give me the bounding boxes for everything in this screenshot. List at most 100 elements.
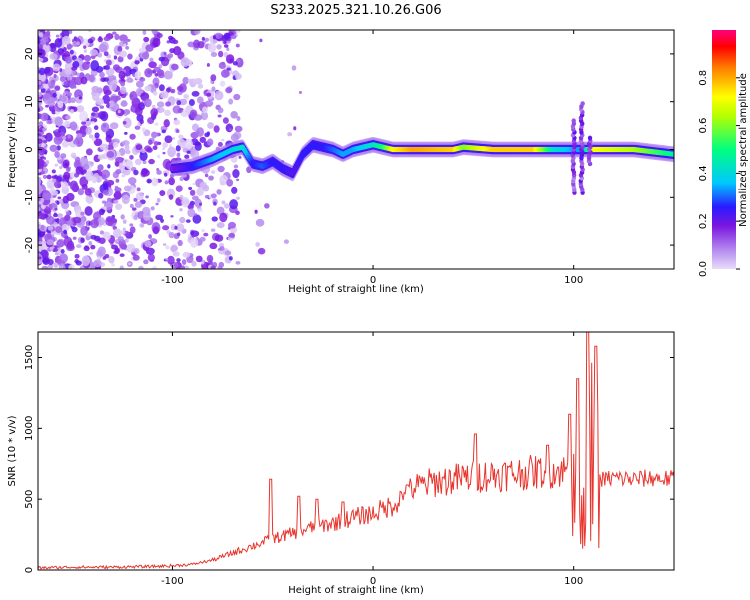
noise-blob bbox=[158, 64, 163, 69]
noise-blob bbox=[134, 60, 140, 65]
noise-blob bbox=[234, 125, 243, 133]
ytick-label: 0 bbox=[24, 567, 35, 573]
noise-blob bbox=[175, 129, 180, 134]
colorbar-label: Normalized spectral amplitude bbox=[738, 73, 749, 227]
noise-blob bbox=[146, 147, 153, 153]
colorbar-gradient bbox=[712, 30, 736, 269]
noise-blob bbox=[98, 43, 108, 53]
noise-blob bbox=[84, 206, 93, 216]
noise-blob bbox=[178, 134, 184, 140]
noise-blob bbox=[197, 83, 204, 89]
noise-blob bbox=[67, 134, 71, 139]
noise-blob bbox=[122, 227, 126, 232]
noise-blob bbox=[121, 174, 126, 178]
noise-blob bbox=[90, 54, 96, 60]
noise-blob bbox=[57, 196, 62, 200]
noise-blob bbox=[161, 90, 169, 99]
noise-blob bbox=[66, 167, 71, 172]
noise-blob bbox=[175, 145, 181, 152]
noise-blob bbox=[115, 169, 122, 175]
noise-blob bbox=[76, 41, 80, 46]
noise-blob bbox=[90, 244, 96, 250]
noise-blob bbox=[138, 47, 147, 53]
noise-blob bbox=[176, 232, 181, 237]
noise-blob bbox=[140, 223, 145, 228]
noise-blob bbox=[111, 263, 115, 267]
noise-blob bbox=[145, 195, 149, 199]
noise-blob bbox=[177, 239, 183, 247]
noise-blob bbox=[76, 133, 83, 139]
noise-blob bbox=[223, 41, 227, 45]
noise-blob bbox=[150, 108, 159, 117]
noise-blob bbox=[42, 127, 47, 132]
snr-frame bbox=[37, 331, 675, 571]
ytick-label: 0 bbox=[24, 146, 35, 152]
noise-blob bbox=[207, 103, 212, 107]
noise-blob bbox=[93, 138, 103, 147]
noise-blob bbox=[113, 199, 119, 204]
noise-blob bbox=[105, 67, 115, 77]
noise-blob bbox=[90, 115, 95, 119]
noise-blob bbox=[88, 74, 95, 83]
noise-blob bbox=[171, 137, 176, 140]
noise-blob bbox=[73, 76, 83, 86]
noise-blob bbox=[38, 256, 42, 260]
noise-blob bbox=[142, 160, 147, 165]
noise-blob bbox=[177, 107, 183, 114]
noise-blob bbox=[47, 81, 56, 89]
noise-blob bbox=[58, 95, 67, 102]
noise-blob bbox=[83, 54, 92, 62]
noise-blob bbox=[201, 36, 205, 41]
noise-blob bbox=[76, 244, 82, 249]
noise-blob bbox=[187, 203, 194, 210]
noise-blob bbox=[137, 122, 141, 127]
noise-blob bbox=[176, 258, 181, 263]
noise-blob bbox=[89, 49, 99, 56]
noise-blob bbox=[148, 139, 153, 145]
noise-blob bbox=[54, 85, 61, 91]
xtick-label: 100 bbox=[564, 576, 583, 587]
noise-blob bbox=[75, 209, 84, 218]
noise-blob bbox=[208, 175, 214, 181]
noise-blob bbox=[72, 40, 78, 47]
noise-blob bbox=[211, 86, 216, 92]
noise-blob bbox=[87, 232, 92, 237]
noise-blob bbox=[181, 196, 190, 208]
streak-blob bbox=[587, 135, 593, 141]
noise-blob bbox=[109, 100, 115, 108]
noise-blob bbox=[38, 80, 42, 85]
noise-blob bbox=[149, 57, 154, 63]
noise-blob bbox=[114, 190, 122, 200]
noise-blob bbox=[168, 231, 175, 239]
noise-blob bbox=[146, 178, 152, 184]
noise-blob bbox=[80, 211, 85, 216]
noise-blob bbox=[141, 169, 150, 177]
noise-blob bbox=[69, 49, 74, 55]
noise-blob bbox=[233, 93, 241, 101]
noise-blob bbox=[45, 205, 49, 210]
noise-blob bbox=[63, 171, 71, 180]
noise-blob bbox=[105, 215, 114, 227]
noise-blob bbox=[54, 38, 63, 48]
ytick-label: -10 bbox=[24, 189, 35, 205]
noise-blob bbox=[283, 239, 289, 244]
noise-blob bbox=[109, 122, 119, 130]
noise-blob bbox=[255, 242, 260, 247]
noise-blob bbox=[38, 91, 43, 98]
noise-blob bbox=[58, 51, 65, 56]
noise-blob bbox=[91, 85, 100, 93]
noise-blob bbox=[235, 73, 242, 80]
noise-blob bbox=[211, 170, 216, 174]
noise-blob bbox=[232, 61, 238, 66]
noise-blob bbox=[159, 190, 166, 196]
noise-blob bbox=[197, 41, 205, 49]
ytick-label: 1500 bbox=[24, 345, 35, 370]
snr-ylabel: SNR (10 * v/v) bbox=[7, 415, 18, 486]
noise-blob bbox=[177, 51, 185, 60]
noise-blob bbox=[46, 239, 54, 246]
noise-blob bbox=[46, 30, 51, 36]
noise-blob bbox=[117, 109, 121, 114]
noise-blob bbox=[131, 207, 137, 211]
noise-blob bbox=[53, 213, 58, 218]
